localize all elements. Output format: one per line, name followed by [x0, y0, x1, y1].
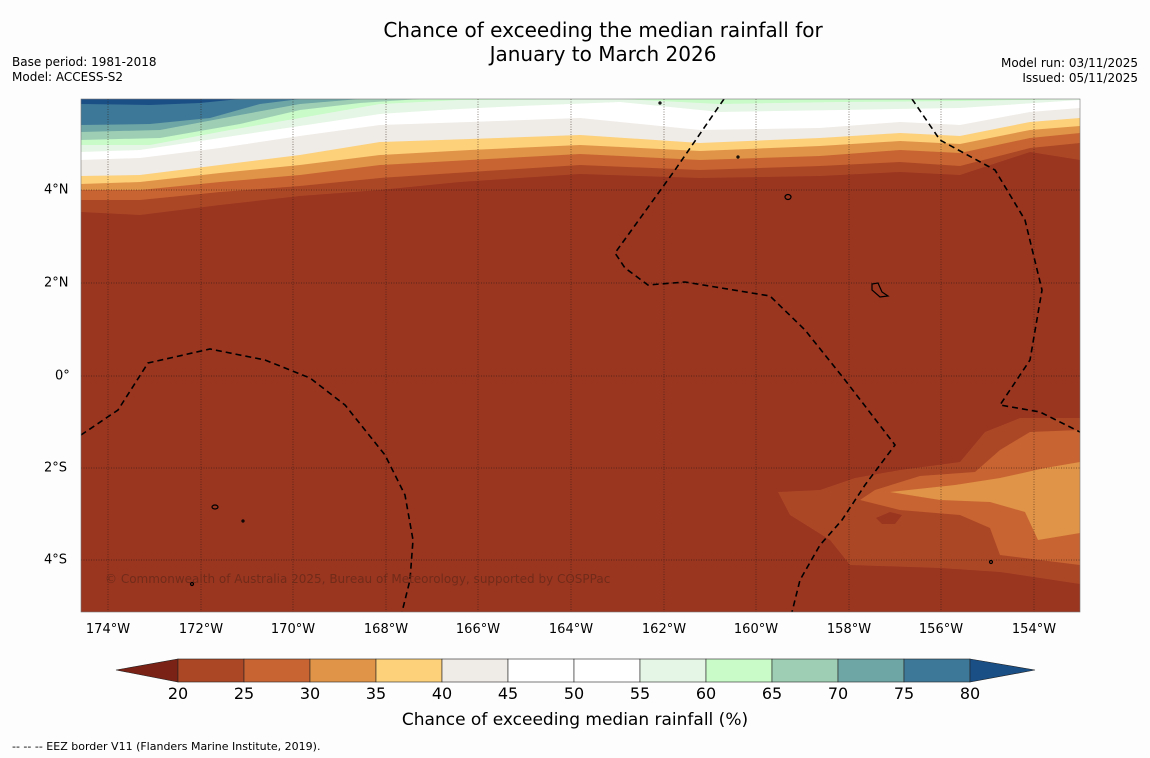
island: [189, 581, 195, 587]
colorbar-swatch-40: [441, 658, 509, 683]
colorbar-label: 65: [761, 684, 783, 703]
colorbar-swatch-25: [243, 658, 311, 683]
colorbar-label: 35: [365, 684, 387, 703]
island: [988, 559, 994, 565]
eez-footnote: -- -- -- EEZ border V11 (Flanders Marine…: [12, 740, 321, 753]
band-north-80: [81, 99, 240, 105]
y-tick: 0°: [55, 368, 70, 384]
x-tick: 162°W: [641, 622, 687, 637]
colorbar-label: 80: [959, 684, 981, 703]
y-tick: 4°S: [44, 552, 68, 568]
colorbar-label: 45: [497, 684, 519, 703]
title-line-1: Chance of exceeding the median rainfall …: [383, 18, 823, 42]
meta-right: Model run: 03/11/2025 Issued: 05/11/2025: [1001, 56, 1138, 86]
x-tick: 164°W: [548, 622, 594, 637]
colorbar-label: 25: [233, 684, 255, 703]
copyright-credit: © Commonwealth of Australia 2025, Bureau…: [105, 572, 611, 586]
eez-border-east: [911, 99, 1080, 433]
colorbar-swatch-20: [177, 658, 245, 683]
x-tick: 158°W: [826, 622, 872, 637]
x-tick: 168°W: [363, 622, 409, 637]
x-tick: 170°W: [270, 622, 316, 637]
y-tick: 2°S: [44, 460, 68, 476]
colorbar-label: 20: [167, 684, 189, 703]
y-tick: 4°N: [44, 182, 69, 198]
x-tick: 166°W: [455, 622, 501, 637]
colorbar-extend-high: [969, 658, 1036, 683]
model-name: Model: ACCESS-S2: [12, 70, 124, 84]
colorbar-label: 30: [299, 684, 321, 703]
band-se-30: [890, 462, 1080, 540]
x-tick: 156°W: [918, 622, 964, 637]
band-se-dip: [876, 512, 902, 524]
island: [736, 155, 740, 159]
colorbar-swatch-55: [639, 658, 707, 683]
island: [871, 282, 890, 298]
colorbar-label: 50: [563, 684, 585, 703]
map-frame: [80, 98, 1081, 613]
base-period: Base period: 1981-2018: [12, 55, 157, 69]
colorbar-swatch-45: [507, 658, 575, 683]
colorbar-swatch-75: [903, 658, 971, 683]
colorbar-title: Chance of exceeding median rainfall (%): [401, 710, 749, 730]
island: [658, 101, 662, 105]
issued-date: Issued: 05/11/2025: [1022, 71, 1138, 85]
x-tick: 154°W: [1011, 622, 1057, 637]
y-tick: 2°N: [44, 275, 69, 291]
meta-left: Base period: 1981-2018 Model: ACCESS-S2: [12, 55, 157, 85]
x-tick: 174°W: [85, 622, 131, 637]
colorbar-swatch-70: [837, 658, 905, 683]
colorbar: [115, 658, 1036, 683]
eez-border-kiribati-line: [614, 99, 897, 612]
colorbar-extend-low: [115, 658, 179, 683]
colorbar-swatch-60: [705, 658, 773, 683]
colorbar-swatch-35: [375, 658, 443, 683]
colorbar-label: 55: [629, 684, 651, 703]
x-tick: 172°W: [178, 622, 224, 637]
colorbar-label: 70: [827, 684, 849, 703]
colorbar-label: 60: [695, 684, 717, 703]
island: [211, 504, 219, 510]
band-north-60: [81, 99, 1080, 145]
colorbar-swatch-30: [309, 658, 377, 683]
model-run: Model run: 03/11/2025: [1000, 56, 1138, 70]
island: [784, 193, 792, 201]
colorbar-swatch-65: [771, 658, 839, 683]
title-line-2: January to March 2026: [489, 42, 717, 66]
x-tick: 160°W: [733, 622, 779, 637]
eez-border-kiribati-phoenix: [81, 348, 414, 612]
island: [241, 519, 245, 523]
chart-title: Chance of exceeding the median rainfall …: [0, 18, 1150, 66]
colorbar-label: 75: [893, 684, 915, 703]
colorbar-swatch-50: [573, 658, 641, 683]
band-north-75: [81, 99, 300, 125]
colorbar-label: 40: [431, 684, 453, 703]
